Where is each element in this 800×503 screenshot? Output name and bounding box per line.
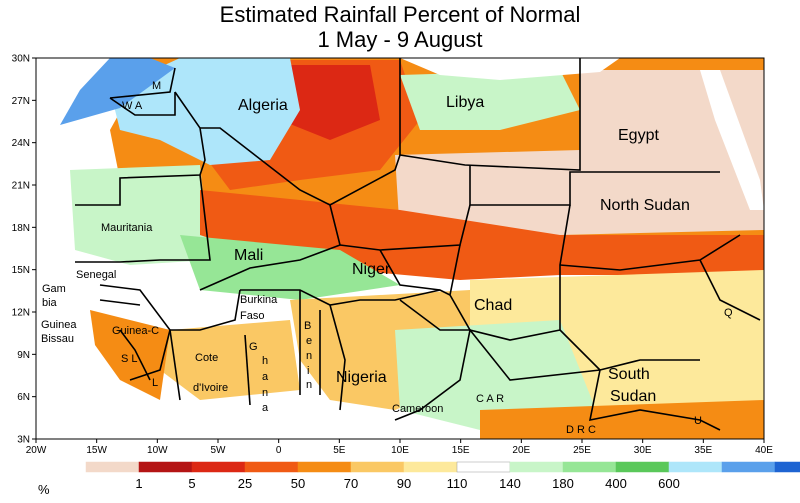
country-label-divoire: d'Ivoire [193,382,228,394]
legend-label: 600 [658,476,680,491]
country-label-egypt: Egypt [618,127,659,144]
lon-label: 40E [755,445,773,456]
country-label-benin-i: i [307,365,309,377]
lon-label: 15W [86,445,107,456]
legend-label: 25 [238,476,252,491]
country-label-bissau: Bissau [41,333,74,345]
country-label-guinea: Guinea [41,319,77,331]
legend-swatch [297,461,352,473]
legend-swatch [350,461,405,473]
legend-label: 50 [291,476,305,491]
legend-swatch [615,461,670,473]
country-label-benin-e: e [306,335,312,347]
lon-label: 25E [573,445,591,456]
country-label-ghana-a2: a [262,402,269,414]
legend-label: 1 [135,476,142,491]
lon-label: 30E [634,445,652,456]
country-label-wa: W A [122,100,143,112]
legend-label: 110 [447,476,468,491]
legend-swatch [244,461,299,473]
lon-label: 20W [26,445,47,456]
lon-label: 20E [512,445,530,456]
country-label-benin-n: n [306,350,312,362]
legend-label: 180 [552,476,574,491]
legend-unit: % [38,482,50,497]
lon-label: 5E [333,445,346,456]
country-label-ghana-a: a [262,371,269,383]
legend-swatch [85,461,140,473]
lon-label: 15E [452,445,470,456]
legend-label: 90 [397,476,411,491]
lon-label: 0 [276,445,282,456]
legend-swatch [721,461,776,473]
country-label-north-sudan: North Sudan [600,197,690,214]
lat-label: 30N [12,54,30,65]
lon-label: 35E [694,445,712,456]
legend-swatch [562,461,617,473]
country-label-ghana-n: n [262,387,268,399]
lat-label: 24N [12,138,30,149]
country-label-libya: Libya [446,94,484,111]
lat-label: 12N [12,308,30,319]
country-label-burkina-1: Burkina [240,294,278,306]
country-label-algeria: Algeria [238,97,288,114]
country-label-ug: U [694,415,702,427]
country-label-cameroon: Cameroon [392,403,443,415]
legend-swatch [138,461,193,473]
country-label-morocco: M [152,80,161,92]
legend-swatch [403,461,458,473]
country-label-sl: S L [121,353,138,365]
country-label-south-sudan-1: South [608,366,650,383]
map-title: Estimated Rainfall Percent of Normal 1 M… [0,2,800,52]
lon-label: 10W [147,445,168,456]
country-label-mali: Mali [234,247,263,264]
lat-label: 18N [12,223,30,234]
lon-label: 10E [391,445,409,456]
country-label-burkina-2: Faso [240,310,264,322]
legend-swatch [191,461,246,473]
country-label-guinea-c: Guinea-C [112,325,159,337]
country-label-niger: Niger [352,261,391,278]
lat-label: 3N [17,435,30,446]
country-label-drc: D R C [566,424,596,436]
country-borders [75,58,761,431]
map-field [36,58,764,439]
country-label-senegal: Senegal [76,269,116,281]
country-label-mauritania: Mauritania [101,222,153,234]
country-label-ghana-h: h [262,355,268,367]
country-label-south-sudan-2: Sudan [610,388,656,405]
country-label-nigeria: Nigeria [336,369,387,386]
legend: 1 5 25 50 70 90 110 140 180 400 600% [38,461,800,497]
legend-label: 140 [499,476,521,491]
longitude-labels: 20W 15W 10W 5W 0 5E 10E 15E 20E 25E 30E 35E 40E [26,439,773,456]
country-label-car: C A R [476,393,504,405]
legend-swatch [509,461,564,473]
lat-label: 15N [12,265,30,276]
latitude-labels: 30N 27N 24N 21N 18N 15N 12N 9N 6N 3N [12,54,36,446]
country-labels: Algeria Libya Egypt North Sudan Mali Niger Cha… [41,80,733,436]
country-label-liberia: L [152,377,158,389]
legend-swatch [456,461,511,473]
legend-label: 400 [605,476,627,491]
legend-label: 5 [188,476,195,491]
title-line-1: Estimated Rainfall Percent of Normal [219,2,581,27]
country-label-gambia-2: bia [42,297,58,309]
country-label-ghana-g: G [249,341,258,353]
legend-label: 70 [344,476,358,491]
lat-label: 21N [12,181,30,192]
country-label-chad: Chad [474,297,512,314]
country-label-benin-b: B [304,320,311,332]
lon-label: 5W [211,445,227,456]
legend-swatch [774,461,800,473]
country-label-gambia-1: Gam [42,283,66,295]
legend-swatch [668,461,723,473]
country-label-benin-n2: n [306,379,312,391]
country-label-cote: Cote [195,352,218,364]
country-label-q: Q [724,307,733,319]
lat-label: 9N [17,350,30,361]
lat-label: 27N [12,96,30,107]
title-line-2: 1 May - 9 August [317,27,483,52]
lat-label: 6N [17,392,30,403]
